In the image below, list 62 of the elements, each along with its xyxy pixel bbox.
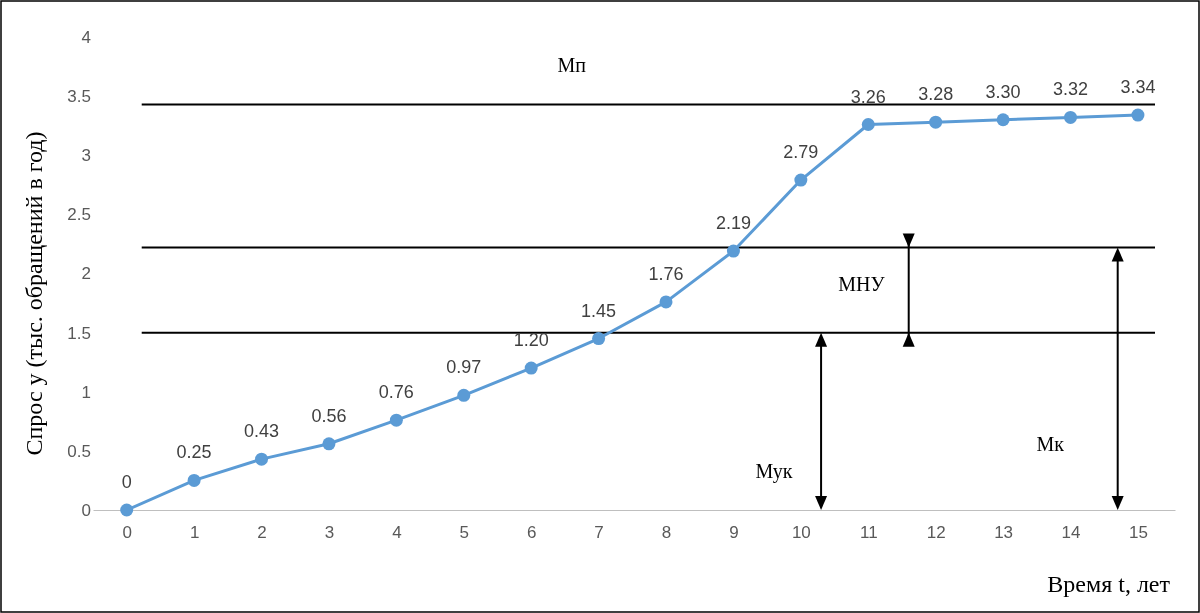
point <box>726 244 740 258</box>
y-tick-label: 0.5 <box>67 441 91 461</box>
x-tick-label: 0 <box>122 523 132 543</box>
data-label: 3.28 <box>918 84 954 105</box>
point <box>187 473 201 487</box>
x-tick-label: 14 <box>1061 523 1081 543</box>
y-tick-label: 2 <box>81 264 91 284</box>
y-tick-label: 4 <box>81 27 91 47</box>
data-label: 2.79 <box>783 142 819 163</box>
x-tick-label: 4 <box>392 523 402 543</box>
y-tick-label: 3 <box>81 146 91 166</box>
point <box>389 413 403 427</box>
point <box>861 118 875 132</box>
data-label: 3.30 <box>985 81 1021 102</box>
x-tick-label: 5 <box>459 523 470 543</box>
data-label: 3.26 <box>850 86 886 107</box>
data-label: 0.25 <box>176 442 212 463</box>
x-tick-label: 6 <box>526 523 537 543</box>
y-axis-title: Спрос y (тыс. обращений в год) <box>21 131 47 456</box>
point <box>592 332 606 346</box>
data-label: 0.43 <box>244 421 280 442</box>
data-label: 0.76 <box>378 382 414 403</box>
point <box>322 437 336 451</box>
point <box>794 173 808 187</box>
x-tick-label: 7 <box>594 523 604 543</box>
data-label: 2.19 <box>715 213 751 234</box>
x-tick-label: 1 <box>189 523 200 543</box>
y-tick-label: 3.5 <box>67 87 91 107</box>
point <box>255 452 269 466</box>
x-tick-label: 10 <box>791 523 811 543</box>
data-label: 1.76 <box>648 263 684 284</box>
annotation: Мп <box>557 54 587 77</box>
x-axis-title: Время t, лет <box>1047 571 1171 597</box>
point <box>524 361 538 375</box>
x-tick-label: 2 <box>257 523 267 543</box>
data-label: 0.97 <box>446 357 482 378</box>
point <box>929 115 943 129</box>
annotation: МНУ <box>838 273 886 296</box>
data-label: 3.34 <box>1120 77 1156 98</box>
point <box>120 503 134 517</box>
point <box>659 295 673 309</box>
x-tick-label: 11 <box>859 523 878 543</box>
x-tick-label: 15 <box>1128 523 1148 543</box>
y-tick-label: 0 <box>81 500 91 520</box>
point <box>457 388 471 402</box>
point <box>1131 108 1145 122</box>
annotation: Мк <box>1036 432 1065 455</box>
y-tick-label: 1.5 <box>67 323 91 343</box>
x-tick-label: 13 <box>994 523 1014 543</box>
point <box>996 113 1010 127</box>
data-label: 1.45 <box>581 300 617 321</box>
data-label: 0.56 <box>311 405 347 426</box>
annotation: Мук <box>755 460 793 484</box>
y-tick-label: 1 <box>81 382 91 402</box>
x-tick-label: 9 <box>729 523 739 543</box>
data-label: 3.32 <box>1052 79 1089 100</box>
x-tick-label: 12 <box>926 523 946 543</box>
point <box>1064 110 1078 124</box>
data-label: 0 <box>121 472 132 492</box>
y-tick-label: 2.5 <box>67 205 91 225</box>
x-tick-label: 3 <box>324 523 335 543</box>
x-tick-label: 8 <box>661 523 672 543</box>
